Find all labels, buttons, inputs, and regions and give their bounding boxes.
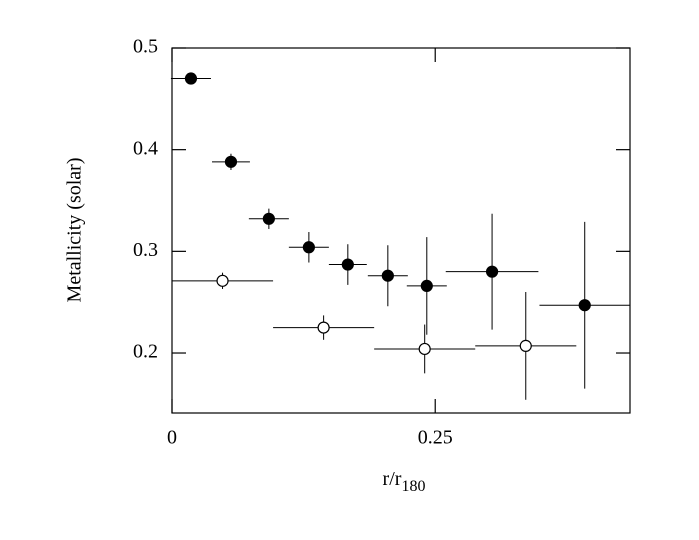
- point: [216, 274, 229, 287]
- point: [317, 321, 330, 334]
- point: [262, 212, 275, 225]
- y-tick-label: 0.3: [133, 239, 158, 261]
- point: [519, 339, 532, 352]
- x-label-main: r/r: [383, 468, 402, 490]
- x-label-sub: 180: [401, 478, 425, 495]
- point: [418, 342, 431, 356]
- point: [420, 279, 433, 293]
- point: [341, 258, 354, 271]
- y-tick-label: 0.4: [133, 137, 158, 159]
- point: [224, 155, 238, 168]
- plot-frame: [171, 47, 631, 414]
- point: [184, 72, 198, 85]
- y-tick-label: 0.5: [133, 36, 158, 58]
- point: [381, 269, 394, 282]
- y-tick-label: 0.2: [133, 341, 158, 363]
- x-tick-label: 0.25: [418, 427, 453, 449]
- y-axis-label: Metallicity (solar): [64, 158, 86, 303]
- point: [578, 299, 591, 312]
- x-axis-label: r/r180: [383, 468, 426, 495]
- point: [485, 265, 499, 278]
- point: [302, 241, 315, 254]
- x-tick-label: 0: [167, 427, 177, 449]
